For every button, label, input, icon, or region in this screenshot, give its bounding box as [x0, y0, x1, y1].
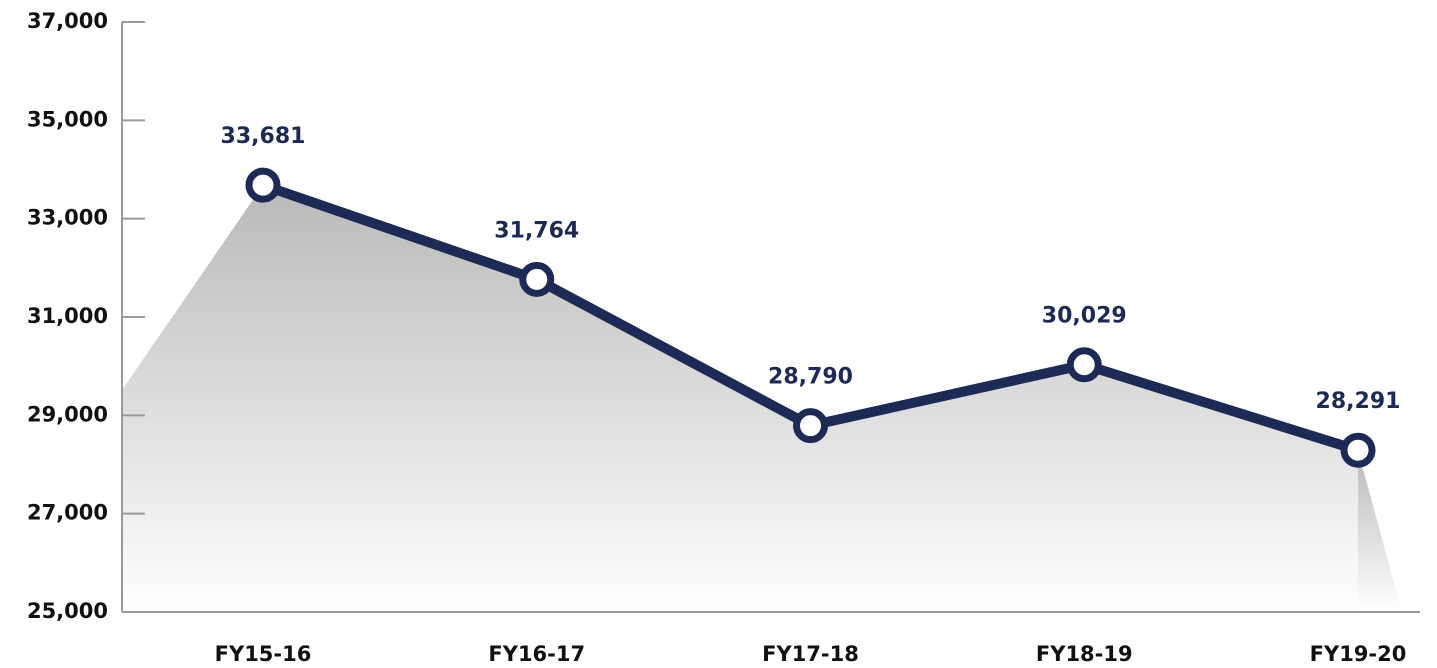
x-tick-label: FY15-16 [215, 642, 312, 666]
y-tick-label: 37,000 [27, 9, 108, 33]
y-tick-label: 29,000 [27, 402, 108, 426]
value-label: 31,764 [494, 218, 579, 243]
marker [1340, 432, 1376, 468]
y-tick-label: 33,000 [27, 206, 108, 230]
y-tick-label: 25,000 [27, 599, 108, 623]
x-tick-label: FY18-19 [1036, 642, 1133, 666]
x-tick-label: FY17-18 [762, 642, 859, 666]
value-label: 33,681 [221, 124, 306, 149]
marker [245, 167, 281, 203]
x-tick-label: FY19-20 [1310, 642, 1407, 666]
y-tick-label: 35,000 [27, 107, 108, 131]
y-tick-label: 27,000 [27, 501, 108, 525]
value-label: 28,790 [768, 365, 853, 390]
y-tick-label: 31,000 [27, 304, 108, 328]
value-label: 28,291 [1316, 389, 1401, 414]
marker [1066, 347, 1102, 383]
area-edge [122, 185, 263, 612]
value-label: 30,029 [1042, 304, 1127, 329]
x-tick-label: FY16-17 [488, 642, 585, 666]
marker [793, 408, 828, 444]
marker [519, 261, 555, 297]
area-edge [1358, 450, 1400, 612]
